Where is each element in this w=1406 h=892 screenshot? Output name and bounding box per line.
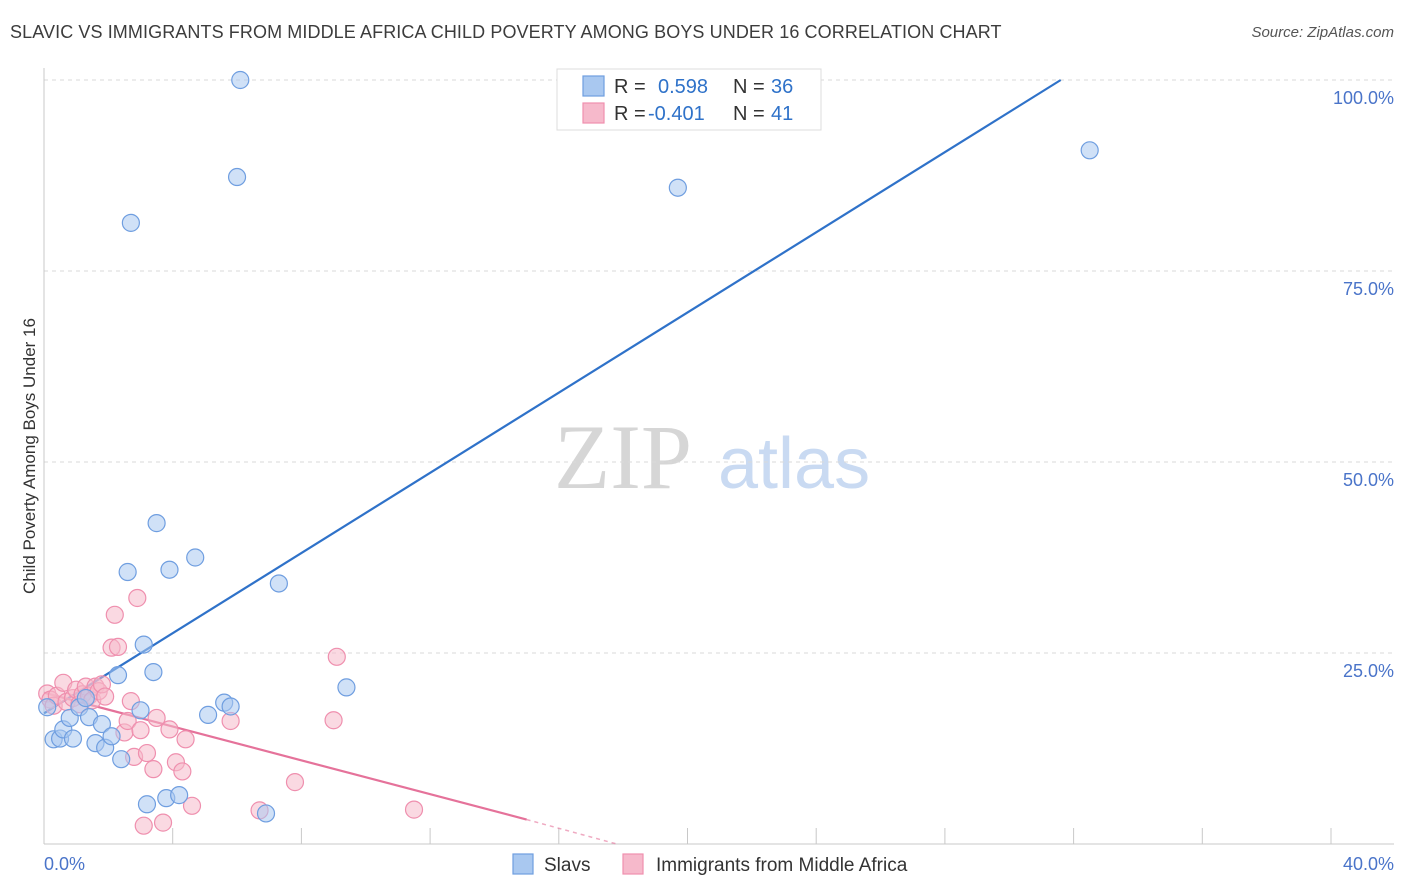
series-legend: Slavs Immigrants from Middle Africa (512, 853, 908, 876)
legend-r-label-slavs: R = (614, 76, 646, 98)
point-slavs-15 (118, 562, 137, 582)
y-axis-title: Child Poverty Among Boys Under 16 (20, 318, 39, 594)
point-slavs-34 (668, 178, 687, 197)
legend-n-label-middle-africa: N = (733, 103, 765, 125)
bottom-legend-swatch-slavs (512, 853, 534, 875)
point-slavs-0 (38, 698, 57, 717)
point-slavs-32 (269, 574, 288, 593)
point-middle-africa-26 (134, 816, 153, 835)
point-slavs-33 (337, 678, 356, 697)
legend-n-label-slavs: N = (733, 76, 765, 98)
point-middle-africa-30 (153, 813, 173, 832)
point-middle-africa-19 (108, 637, 128, 656)
point-slavs-12 (102, 727, 121, 746)
gridlines (44, 79, 1394, 654)
point-slavs-28 (221, 697, 240, 716)
point-slavs-29 (227, 167, 247, 187)
y-tick-label-25: 25.0% (1343, 661, 1394, 681)
point-slavs-25 (186, 548, 205, 567)
correlation-legend: R = 0.598 N = 36 R = -0.401 N = 41 (556, 68, 822, 131)
point-middle-africa-40 (324, 711, 343, 730)
point-middle-africa-16 (96, 687, 115, 706)
legend-swatch-middle-africa (582, 102, 605, 124)
legend-r-value-slavs: 0.598 (658, 76, 708, 98)
point-slavs-20 (144, 662, 163, 682)
point-middle-africa-21 (118, 711, 137, 731)
point-middle-africa-41 (404, 800, 424, 819)
point-middle-africa-18 (105, 605, 124, 624)
point-middle-africa-31 (160, 720, 179, 739)
y-tick-label-75: 75.0% (1343, 279, 1394, 299)
point-middle-africa-33 (173, 762, 192, 781)
point-middle-africa-39 (327, 647, 346, 666)
legend-n-value-middle-africa: 41 (771, 103, 793, 125)
y-tick-label-100: 100.0% (1333, 88, 1394, 108)
bottom-legend-swatch-middle-africa (622, 853, 644, 875)
point-middle-africa-29 (147, 708, 166, 728)
y-tick-label-50: 50.0% (1343, 470, 1394, 490)
watermark-atlas: atlas (718, 424, 870, 504)
point-slavs-21 (147, 514, 166, 533)
legend-r-value-middle-africa: -0.401 (648, 103, 705, 125)
point-slavs-23 (160, 560, 179, 579)
point-middle-africa-28 (144, 760, 163, 779)
legend-r-label-middle-africa: R = (614, 103, 646, 125)
chart-title: SLAVIC VS IMMIGRANTS FROM MIDDLE AFRICA … (10, 22, 1002, 42)
point-slavs-16 (121, 213, 140, 232)
point-slavs-30 (231, 70, 250, 90)
bottom-legend-label-slavs: Slavs (544, 855, 590, 876)
legend-swatch-slavs (582, 75, 605, 97)
point-slavs-10 (92, 714, 112, 734)
source-label: Source: ZipAtlas.com (1251, 24, 1394, 41)
point-slavs-7 (76, 688, 95, 708)
point-middle-africa-24 (128, 588, 147, 608)
x-tick-label-min: 0.0% (44, 854, 85, 874)
x-tick-label-max: 40.0% (1343, 854, 1394, 874)
point-slavs-14 (112, 750, 131, 769)
point-middle-africa-38 (285, 773, 305, 792)
trend-line-slavs (43, 79, 1062, 715)
point-middle-africa-35 (182, 796, 202, 815)
point-slavs-18 (134, 635, 153, 654)
point-slavs-31 (256, 804, 276, 823)
legend-n-value-slavs: 36 (771, 76, 793, 98)
point-slavs-35 (1080, 141, 1099, 160)
point-slavs-17 (131, 701, 150, 720)
watermark-zip: ZIP (554, 406, 692, 508)
bottom-legend-label-middle-africa: Immigrants from Middle Africa (656, 855, 908, 876)
point-slavs-26 (198, 705, 218, 724)
point-middle-africa-25 (131, 721, 150, 740)
point-slavs-5 (63, 729, 83, 748)
point-slavs-19 (137, 795, 157, 814)
data-points (38, 70, 1099, 835)
point-slavs-13 (108, 666, 128, 685)
point-slavs-24 (170, 786, 189, 805)
point-middle-africa-27 (137, 743, 157, 763)
tick-labels: 25.0% 50.0% 75.0% 100.0% 0.0% 40.0% (44, 88, 1394, 874)
trend-line-middle-africa-extension (526, 818, 617, 845)
point-middle-africa-34 (176, 730, 195, 749)
